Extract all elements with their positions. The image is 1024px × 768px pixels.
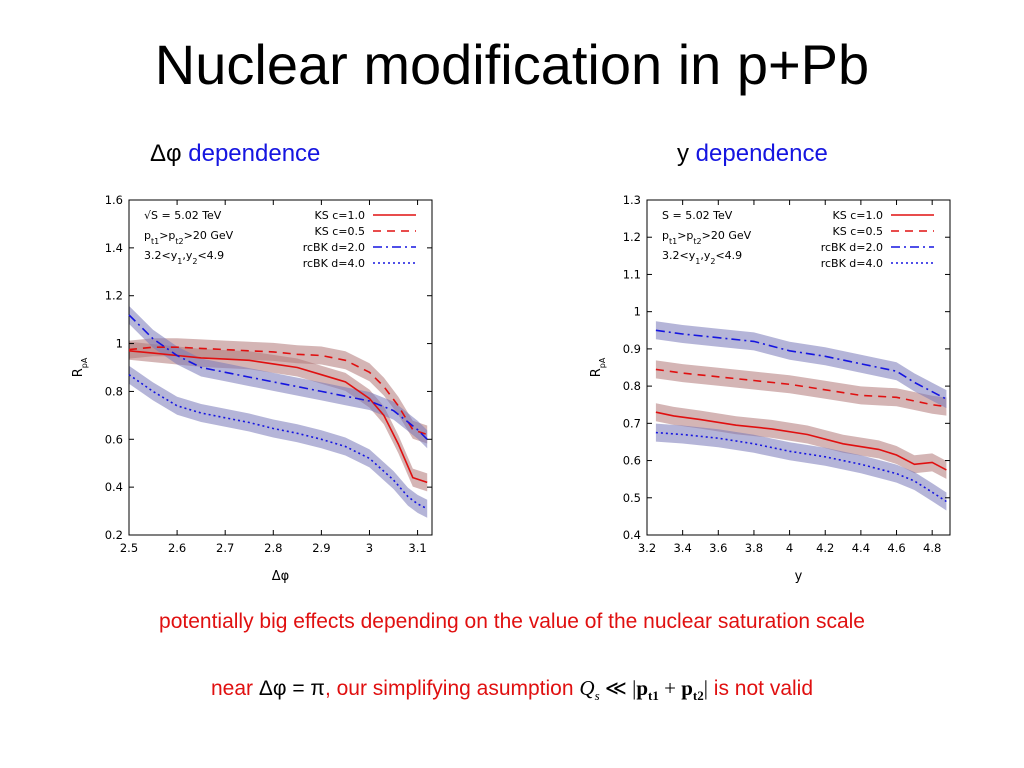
uncertainty-band <box>129 341 428 492</box>
y-tick-label: 1.3 <box>623 193 641 207</box>
y-tick-label: 0.5 <box>623 491 641 505</box>
legend-label: KS c=1.0 <box>833 209 883 222</box>
plot-frame <box>646 199 951 536</box>
x-tick-label: 2.8 <box>264 541 282 555</box>
legend-label: KS c=1.0 <box>315 209 365 222</box>
y-tick-label: 0.6 <box>105 432 123 446</box>
x-tick-label: 4.4 <box>852 541 870 555</box>
series-line <box>128 314 428 440</box>
x-tick-label: 3.8 <box>745 541 763 555</box>
plot-frame <box>128 199 433 536</box>
y-tick-label: 0.8 <box>623 379 641 393</box>
x-tick-label: 3.6 <box>709 541 727 555</box>
footnote-effects: potentially big effects depending on the… <box>159 610 865 633</box>
x-tick-label: 3.4 <box>673 541 691 555</box>
series-line <box>655 329 947 400</box>
info-text: pt1>pt2>20 GeV <box>144 229 234 246</box>
x-tick-label: 2.5 <box>120 541 138 555</box>
saturation-formula: Qs ≪ |pt1 + pt2| <box>579 676 708 704</box>
uncertainty-band <box>655 423 947 511</box>
y-tick-label: 0.8 <box>105 384 123 398</box>
y-tick-label: 0.9 <box>623 342 641 356</box>
y-tick-label: 1.2 <box>105 289 123 303</box>
series-line <box>655 411 947 471</box>
footnote-assumption: near Δφ = π, our simplifying asumption Q… <box>0 676 1024 704</box>
uncertainty-band <box>655 321 947 409</box>
footnote-near: near <box>210 677 259 700</box>
footnote-delta-phi-pi: Δφ = π <box>258 677 325 700</box>
left-chart-heading: Δφ dependence <box>150 140 320 168</box>
series-line <box>128 350 428 484</box>
delta-phi-chart: 2.5 2.6 2.7 2.8 2.9 3 3.1 0.2 0.4 0.6 0.8 1 1.2 1.4 1.… <box>71 193 433 584</box>
x-tick-label: 2.7 <box>216 541 234 555</box>
x-tick-label: 4.8 <box>923 541 941 555</box>
right-heading-text: dependence <box>695 140 828 167</box>
footnote-not-valid: is not valid <box>707 677 814 700</box>
y-axis-label: RpA <box>71 357 89 377</box>
legend-label: rcBK d=4.0 <box>303 257 365 270</box>
x-tick-label: 2.6 <box>168 541 186 555</box>
legend-label: KS c=0.5 <box>833 225 883 238</box>
uncertainty-band <box>129 305 428 449</box>
y-tick-label: 1 <box>634 305 641 319</box>
legend-label: rcBK d=2.0 <box>821 241 883 254</box>
series-line <box>655 368 947 408</box>
uncertainty-band <box>655 403 947 479</box>
info-text: 3.2<y1,y2<4.9 <box>144 249 224 266</box>
series-line <box>655 431 947 503</box>
y-tick-label: 0.2 <box>105 528 123 542</box>
info-text: pt1>pt2>20 GeV <box>662 229 752 246</box>
y-tick-label: 1.1 <box>623 267 641 281</box>
y-tick-label: 0.7 <box>623 416 641 430</box>
y-tick-label: 0.4 <box>623 528 641 542</box>
uncertainty-band <box>655 360 947 416</box>
y-tick-label: 1 <box>116 337 123 351</box>
x-axis-label: y <box>795 569 803 584</box>
right-heading-symbol: y <box>677 140 689 167</box>
info-text: 3.2<y1,y2<4.9 <box>662 249 742 266</box>
series-line <box>128 374 428 510</box>
x-tick-label: 4.6 <box>887 541 905 555</box>
right-chart-heading: y dependence <box>677 140 828 168</box>
legend-label: KS c=0.5 <box>315 225 365 238</box>
x-axis-label: Δφ <box>272 569 289 584</box>
x-tick-label: 4 <box>786 541 793 555</box>
slide-title: Nuclear modification in p+Pb <box>154 33 870 96</box>
legend-label: rcBK d=4.0 <box>821 257 883 270</box>
y-tick-label: 0.4 <box>105 480 123 494</box>
left-heading-symbol: Δφ <box>150 140 182 167</box>
info-text: √S = 5.02 TeV <box>144 209 222 222</box>
y-axis-label: RpA <box>589 357 607 377</box>
x-tick-label: 3.1 <box>408 541 426 555</box>
footnote-assumption-text: , our simplifying asumption <box>324 677 580 700</box>
rapidity-chart: 3.2 3.4 3.6 3.8 4 4.2 4.4 4.6 4.8 0.4 0.5 0.6 0.7 0.8… <box>589 193 951 584</box>
y-tick-label: 1.2 <box>623 230 641 244</box>
x-tick-label: 4.2 <box>816 541 834 555</box>
y-tick-label: 1.6 <box>105 193 123 207</box>
legend-label: rcBK d=2.0 <box>303 241 365 254</box>
left-heading-text: dependence <box>188 140 321 167</box>
series-line <box>128 346 428 436</box>
y-tick-label: 0.6 <box>623 454 641 468</box>
x-tick-label: 3.2 <box>638 541 656 555</box>
x-tick-label: 2.9 <box>312 541 330 555</box>
info-text: S = 5.02 TeV <box>662 209 733 222</box>
y-tick-label: 1.4 <box>105 241 123 255</box>
x-tick-label: 3 <box>366 541 373 555</box>
